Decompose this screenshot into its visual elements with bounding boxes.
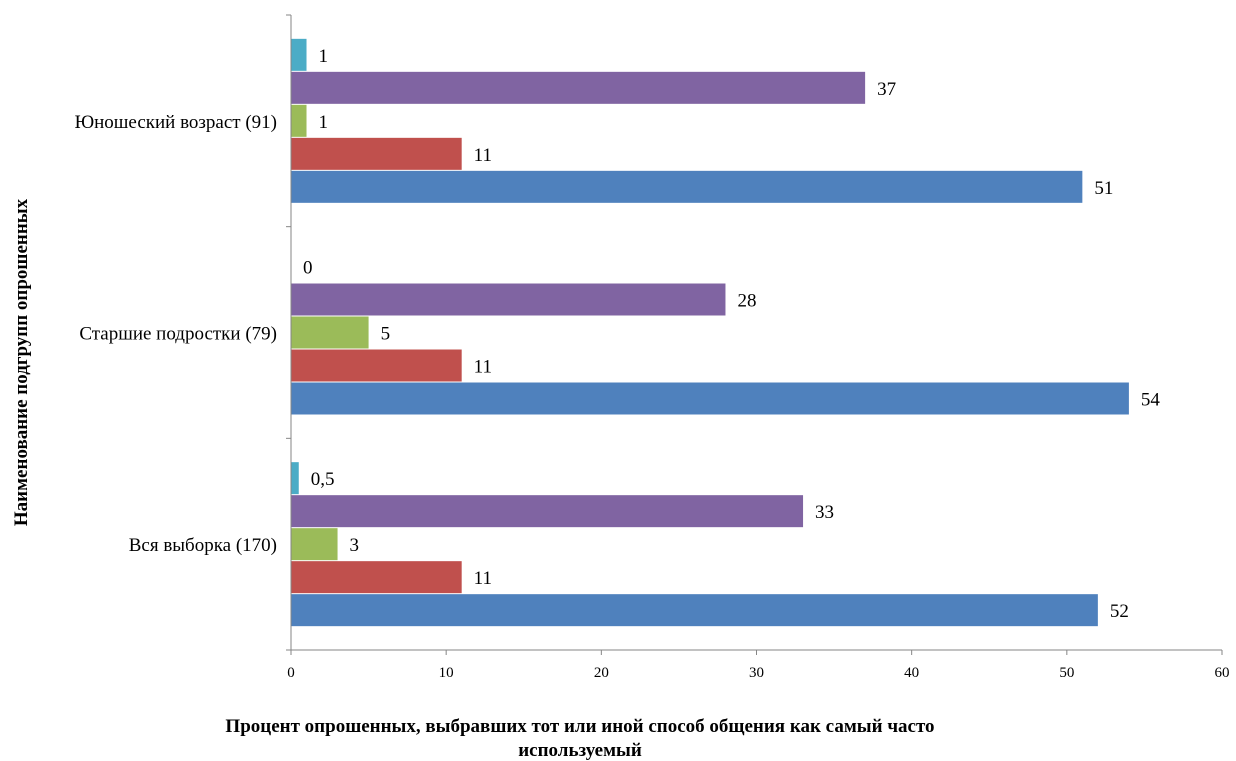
category-label: Старшие подростки (79) xyxy=(79,324,277,345)
category-labels-group: Вся выборка (170) Старшие подростки (79) Ю… xyxy=(75,112,277,556)
data-label: 0 xyxy=(303,258,313,279)
data-label: 1 xyxy=(319,46,329,67)
data-label: 11 xyxy=(474,568,492,589)
data-label: 37 xyxy=(877,79,896,100)
bars-group xyxy=(291,38,1129,627)
bar xyxy=(291,462,299,495)
bar xyxy=(291,137,462,170)
data-label: 11 xyxy=(474,145,492,166)
x-ticks-group: 0 10 20 30 40 50 60 xyxy=(286,14,1230,681)
x-tick-label: 50 xyxy=(1059,665,1074,681)
x-axis-title-line-1: Процент опрошенных, выбравших тот или ин… xyxy=(225,716,934,737)
data-label: 1 xyxy=(319,112,329,133)
x-axis-title-line-2: используемый xyxy=(518,740,642,761)
bar xyxy=(291,382,1129,415)
y-axis-title: Наименование подгрупп опрошенных xyxy=(11,198,32,526)
data-label: 11 xyxy=(474,357,492,378)
bar xyxy=(291,349,462,382)
data-label: 54 xyxy=(1141,390,1161,411)
bar xyxy=(291,316,369,349)
x-tick-label: 40 xyxy=(904,665,919,681)
x-tick-label: 30 xyxy=(749,665,764,681)
x-tick-label: 10 xyxy=(439,665,454,681)
x-tick-label: 0 xyxy=(287,665,295,681)
bar xyxy=(291,283,726,316)
bar xyxy=(291,495,804,528)
bar xyxy=(291,561,462,594)
data-label: 33 xyxy=(815,502,834,523)
bar xyxy=(291,38,307,71)
data-label: 3 xyxy=(350,535,360,556)
data-label: 5 xyxy=(381,324,391,345)
x-tick-label: 60 xyxy=(1215,665,1230,681)
bar xyxy=(291,104,307,137)
data-label: 51 xyxy=(1094,178,1113,199)
category-label: Вся выборка (170) xyxy=(129,535,277,556)
bar xyxy=(291,528,338,561)
data-label: 0,5 xyxy=(311,469,335,490)
category-label: Юношеский возраст (91) xyxy=(75,112,277,133)
bar xyxy=(291,594,1098,627)
data-label: 28 xyxy=(737,291,756,312)
x-tick-label: 20 xyxy=(594,665,609,681)
bar xyxy=(291,71,866,104)
data-label: 52 xyxy=(1110,601,1129,622)
bar xyxy=(291,170,1083,203)
